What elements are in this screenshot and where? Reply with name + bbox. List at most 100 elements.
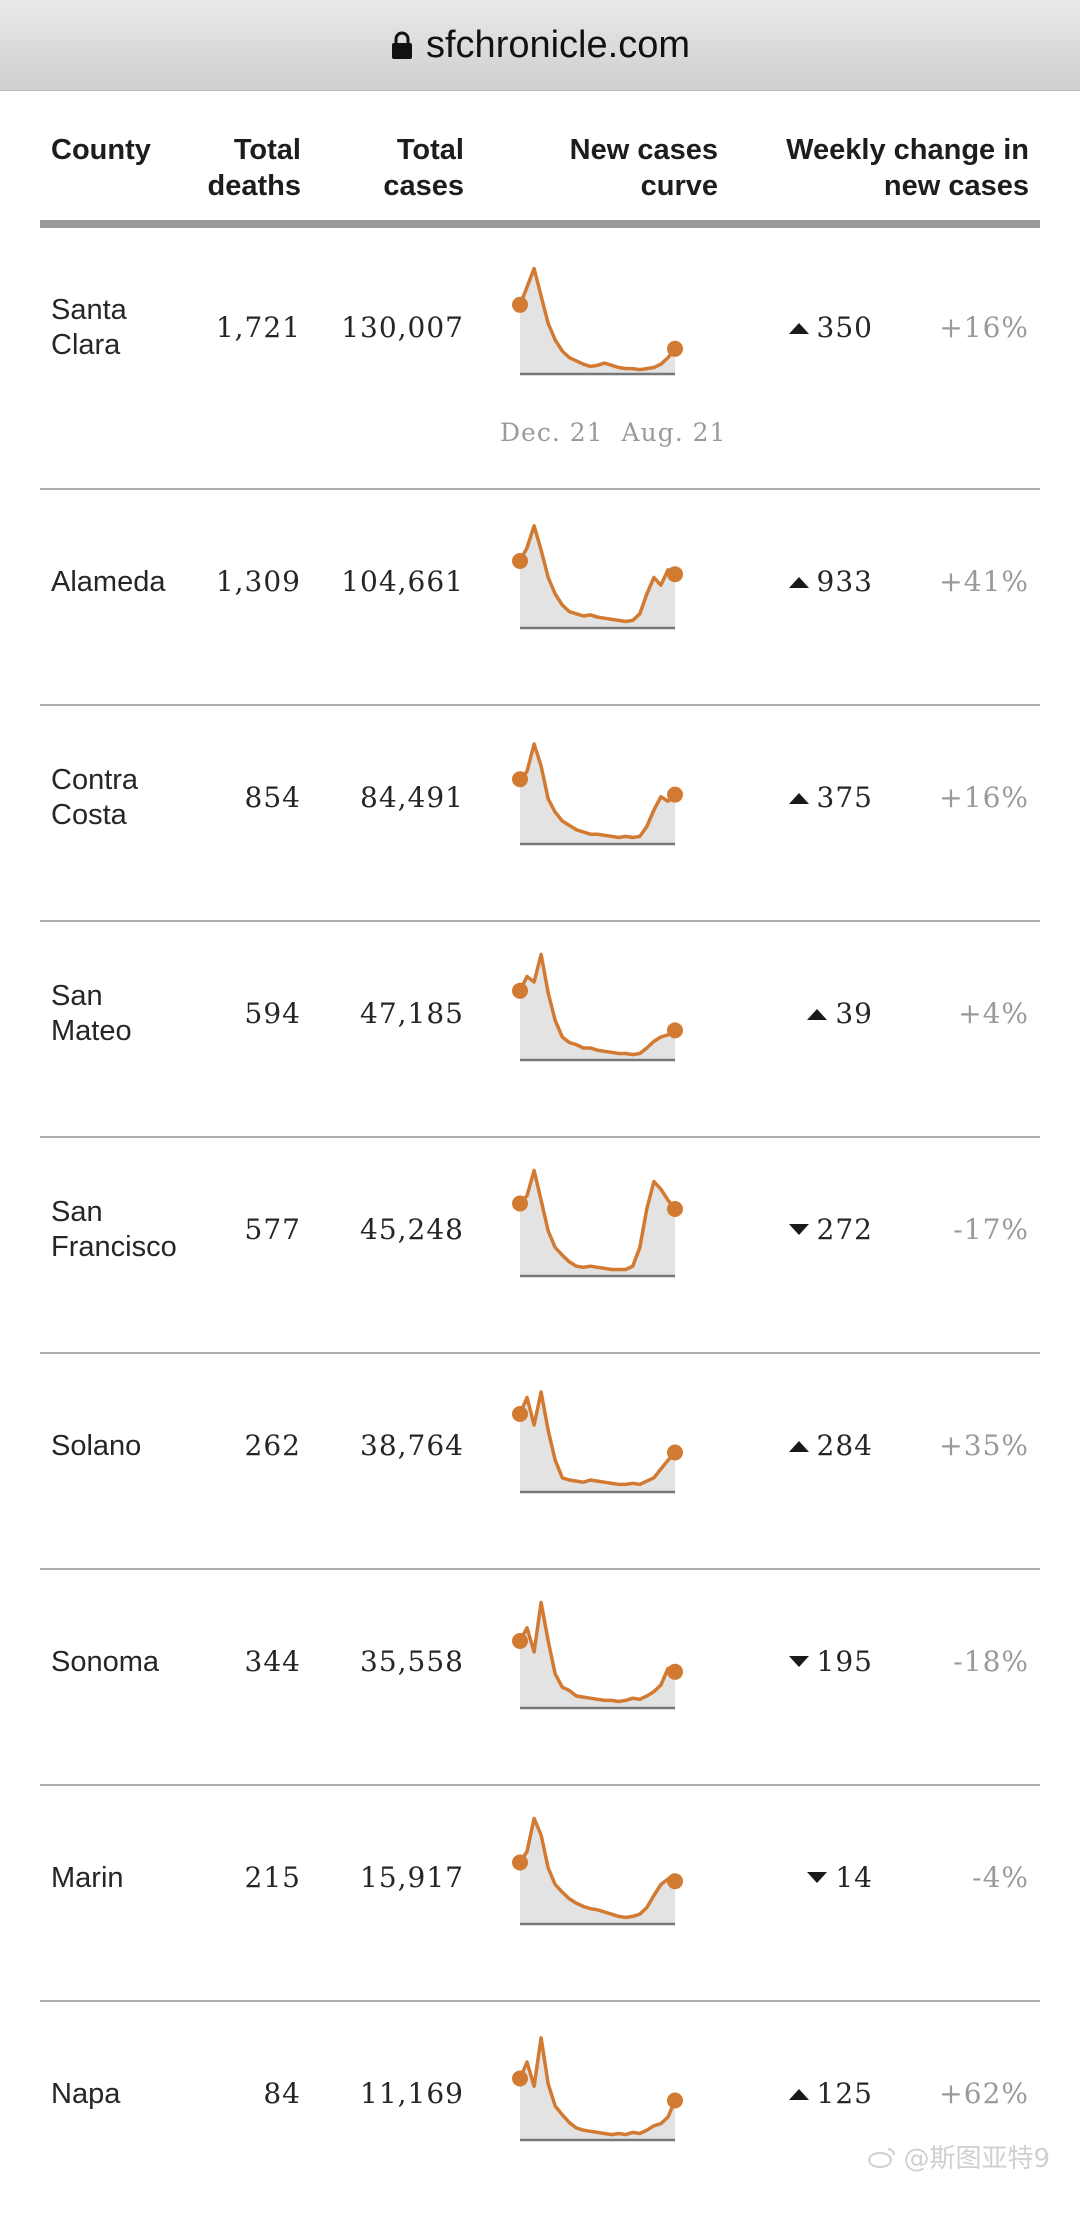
total-deaths: 215 — [244, 1861, 301, 1894]
weekly-change-count: 933 — [788, 565, 873, 598]
sparkline-line — [518, 524, 676, 624]
weekly-change-count: 195 — [788, 1645, 873, 1678]
table-row: Alameda 1,309 104,661 933 +41% — [40, 490, 1040, 706]
sparkline-line — [518, 1168, 677, 1272]
weekly-change-percent: -18% — [953, 1645, 1029, 1678]
arrow-up-icon — [788, 576, 809, 588]
weekly-change-percent: +35% — [939, 1429, 1029, 1462]
table-row: Napa 84 11,169 125 +62% — [40, 2002, 1040, 2216]
total-deaths: 1,309 — [215, 565, 301, 598]
sparkline-start-dot — [512, 2070, 528, 2087]
weibo-icon — [868, 2147, 896, 2168]
sparkline-start-dot — [512, 1854, 528, 1871]
table-row: Contra Costa 854 84,491 375 +16% — [40, 706, 1040, 922]
browser-url-bar[interactable]: sfchronicle.com — [0, 0, 1080, 91]
sparkline-line — [518, 1600, 676, 1704]
watermark: @斯图亚特9 — [867, 2138, 1050, 2175]
sparkline-area — [520, 744, 675, 843]
sparkline-line — [518, 2036, 677, 2137]
table-row: San Francisco 577 45,248 272 -17% — [40, 1138, 1040, 1354]
arrow-up-icon — [807, 1008, 828, 1020]
weekly-change-percent: +62% — [939, 2077, 1029, 2110]
county-name: Alameda — [51, 566, 166, 598]
sparkline-end-dot — [667, 1873, 683, 1890]
total-deaths: 594 — [244, 997, 301, 1030]
weekly-change-percent: -17% — [953, 1213, 1029, 1246]
new-cases-sparkline — [512, 1600, 683, 1710]
new-cases-sparkline — [512, 742, 683, 846]
total-cases: 84,491 — [360, 781, 464, 814]
curve-axis-labels: Dec. 21 Aug. 21 — [500, 418, 780, 447]
new-cases-sparkline — [512, 2036, 683, 2142]
sparkline-start-dot — [512, 553, 528, 569]
sparkline-end-dot — [667, 566, 683, 583]
sparkline-area — [520, 2037, 675, 2139]
weekly-change-percent: +16% — [939, 311, 1029, 344]
sparkline-line — [518, 742, 677, 840]
total-deaths: 262 — [244, 1429, 301, 1462]
total-cases: 47,185 — [360, 997, 464, 1030]
arrow-down-icon — [788, 1655, 809, 1667]
table-header: County Total deaths Total cases New case… — [40, 90, 1040, 228]
curve-axis-end-label: Aug. 21 — [621, 418, 727, 447]
sparkline-area — [520, 268, 675, 373]
weekly-change-count: 375 — [788, 781, 873, 814]
table-body: Santa Clara 1,721 130,007 350 +16% Dec. 21 Aug… — [40, 228, 1040, 2216]
weekly-change-count: 39 — [807, 997, 873, 1030]
sparkline-area — [520, 1818, 675, 1923]
county-name: Santa Clara — [51, 294, 127, 361]
weekly-change-value: 14 — [835, 1861, 873, 1894]
weekly-change-value: 375 — [816, 781, 873, 814]
total-deaths: 577 — [244, 1213, 301, 1246]
arrow-down-icon — [788, 1223, 809, 1235]
total-cases: 130,007 — [341, 311, 464, 344]
weekly-change-count: 350 — [788, 311, 873, 344]
total-cases: 45,248 — [360, 1213, 464, 1246]
header-county: County — [51, 134, 151, 166]
county-name: Contra Costa — [51, 764, 139, 831]
sparkline-end-dot — [667, 2092, 683, 2109]
new-cases-sparkline — [512, 952, 683, 1062]
weekly-change-count: 272 — [788, 1213, 873, 1246]
header-total-cases: Total cases — [383, 134, 464, 202]
weekly-change-value: 350 — [816, 311, 873, 344]
sparkline-end-dot — [667, 1201, 683, 1217]
arrow-up-icon — [788, 2088, 809, 2100]
total-cases: 15,917 — [360, 1861, 464, 1894]
sparkline-start-dot — [512, 1406, 528, 1422]
watermark-text: @斯图亚特9 — [903, 2144, 1050, 2174]
county-name: Sonoma — [51, 1646, 160, 1678]
sparkline-line — [518, 1390, 677, 1487]
weekly-change-percent: -4% — [972, 1861, 1029, 1894]
total-deaths: 1,721 — [215, 311, 301, 344]
weekly-change-value: 284 — [816, 1429, 873, 1462]
new-cases-sparkline — [512, 1390, 683, 1494]
sparkline-end-dot — [667, 786, 683, 803]
county-name: San Francisco — [51, 1196, 177, 1263]
sparkline-end-dot — [667, 1022, 683, 1039]
weekly-change-percent: +41% — [939, 565, 1029, 598]
sparkline-start-dot — [512, 982, 528, 999]
weekly-change-value: 125 — [816, 2077, 873, 2110]
county-name: San Mateo — [51, 980, 132, 1047]
total-cases: 38,764 — [360, 1429, 464, 1462]
weekly-change-value: 39 — [835, 997, 873, 1030]
weekly-change-percent: +16% — [939, 781, 1029, 814]
new-cases-sparkline — [512, 266, 683, 376]
county-name: Marin — [51, 1862, 124, 1894]
sparkline-start-dot — [512, 771, 528, 788]
sparkline-area — [520, 525, 675, 627]
header-total-deaths: Total deaths — [207, 134, 301, 202]
sparkline-line — [518, 1816, 676, 1920]
arrow-up-icon — [788, 1440, 809, 1452]
county-name: Napa — [51, 2078, 121, 2110]
new-cases-sparkline — [512, 1168, 683, 1278]
table-row: Marin 215 15,917 14 -4% — [40, 1786, 1040, 2002]
weekly-change-percent: +4% — [958, 997, 1029, 1030]
total-cases: 11,169 — [360, 2077, 464, 2110]
total-cases: 35,558 — [360, 1645, 464, 1678]
header-weekly-change: Weekly change in new cases — [786, 134, 1029, 202]
sparkline-end-dot — [667, 340, 683, 357]
curve-axis-start-label: Dec. 21 — [500, 418, 604, 447]
lock-icon — [392, 31, 412, 59]
